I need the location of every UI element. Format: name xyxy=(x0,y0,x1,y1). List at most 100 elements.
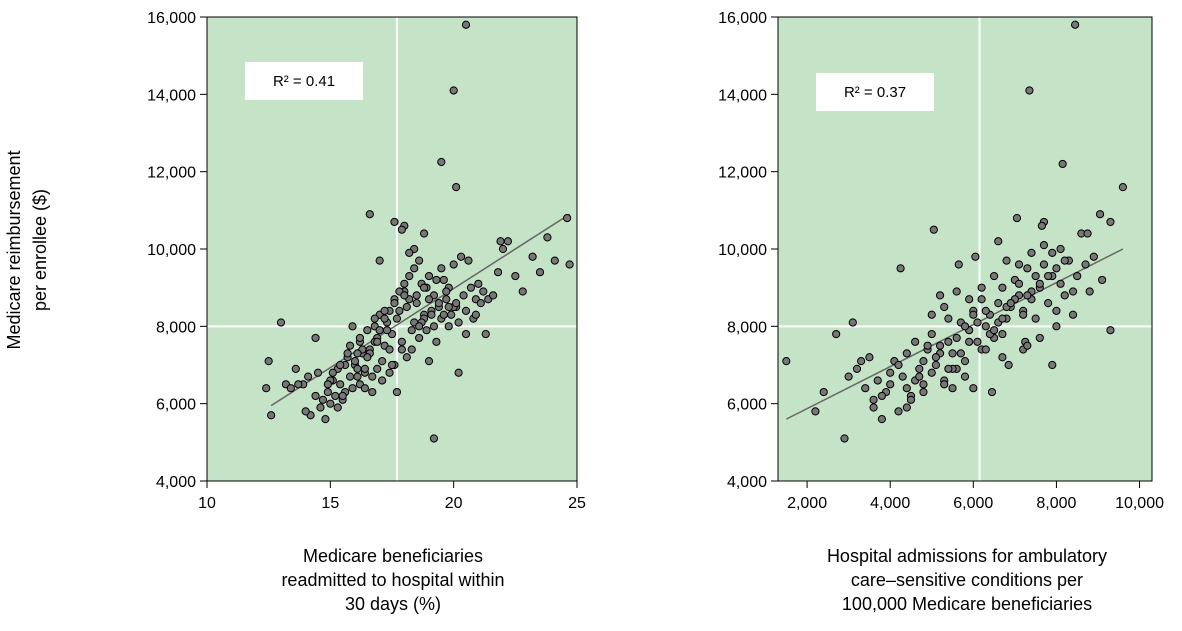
data-point xyxy=(449,86,458,95)
data-point xyxy=(998,314,1007,323)
x-tick-label: 10 xyxy=(198,495,216,512)
data-point xyxy=(262,384,271,393)
y-tick-label: 4,000 xyxy=(156,474,196,491)
data-point xyxy=(496,237,505,246)
data-point xyxy=(479,287,488,296)
y-axis-title-line-1: Medicare reimbursement xyxy=(4,150,24,349)
y-tick-label: 10,000 xyxy=(147,242,196,259)
y-tick-label: 8,000 xyxy=(727,319,767,336)
data-point xyxy=(353,349,362,358)
data-point xyxy=(1060,256,1069,265)
x-axis-title-line: 30 days (%) xyxy=(345,594,441,614)
r-squared-label: R² = 0.41 xyxy=(273,73,335,90)
data-point xyxy=(415,256,424,265)
data-point xyxy=(1060,291,1069,300)
data-point xyxy=(1058,159,1067,169)
data-point xyxy=(518,287,527,296)
data-point xyxy=(1068,287,1078,296)
data-point xyxy=(439,310,448,319)
data-point xyxy=(363,353,372,362)
data-point xyxy=(832,329,841,339)
data-point xyxy=(919,380,928,389)
data-point xyxy=(931,360,941,370)
data-point xyxy=(960,372,970,381)
data-point xyxy=(264,357,273,366)
data-point xyxy=(432,337,441,346)
data-point xyxy=(400,279,409,288)
data-point xyxy=(948,384,957,393)
data-point xyxy=(1052,322,1061,331)
data-point xyxy=(1056,244,1065,254)
data-point xyxy=(461,329,471,339)
data-point xyxy=(375,326,384,335)
data-point xyxy=(476,299,485,308)
data-point xyxy=(915,372,924,381)
y-tick-label: 12,000 xyxy=(147,165,196,182)
data-point xyxy=(360,384,369,393)
y-axis-title-line-2: per enrollee ($) xyxy=(30,189,50,311)
data-point xyxy=(956,349,965,358)
data-point xyxy=(415,333,424,343)
data-point xyxy=(437,264,446,273)
y-tick-label: 8,000 xyxy=(156,319,196,336)
data-point xyxy=(323,387,332,397)
data-point xyxy=(902,349,911,358)
data-point xyxy=(1023,264,1032,273)
r-squared-box xyxy=(816,73,934,111)
data-point xyxy=(927,329,936,339)
data-point xyxy=(493,268,503,277)
data-point xyxy=(1052,306,1061,315)
data-point xyxy=(405,248,414,257)
data-point xyxy=(965,337,974,346)
data-point xyxy=(311,391,320,401)
data-point xyxy=(935,291,945,300)
y-tick-label: 6,000 xyxy=(727,397,767,414)
data-point xyxy=(348,384,357,393)
data-point xyxy=(385,345,394,354)
data-point xyxy=(355,333,365,343)
data-point xyxy=(565,260,574,269)
data-point xyxy=(348,322,357,331)
data-point xyxy=(1056,279,1065,288)
data-point xyxy=(400,291,409,300)
data-point xyxy=(906,395,916,404)
data-point xyxy=(960,357,970,366)
data-point xyxy=(326,399,335,408)
data-point xyxy=(459,291,468,300)
data-point xyxy=(981,345,990,354)
data-point xyxy=(368,372,377,381)
data-point xyxy=(447,310,456,319)
y-tick-label: 12,000 xyxy=(718,165,767,182)
data-point xyxy=(1044,271,1053,281)
y-tick-label: 14,000 xyxy=(147,87,196,104)
data-point xyxy=(944,314,953,323)
data-point xyxy=(935,341,945,350)
data-point xyxy=(1044,299,1053,308)
data-point xyxy=(301,407,310,416)
data-point xyxy=(402,353,411,362)
data-point xyxy=(969,384,978,393)
data-point xyxy=(444,322,453,331)
data-point xyxy=(392,387,402,397)
data-point xyxy=(1014,279,1024,288)
data-point xyxy=(902,384,911,393)
data-point xyxy=(989,326,999,335)
data-point xyxy=(382,326,392,335)
r-squared-box xyxy=(245,62,363,100)
data-point xyxy=(412,291,421,300)
data-point xyxy=(840,434,849,443)
data-point xyxy=(927,310,936,319)
data-point xyxy=(1037,221,1046,230)
data-point xyxy=(452,183,461,192)
data-point xyxy=(311,333,320,343)
r-squared-label: R² = 0.37 xyxy=(844,84,906,101)
data-point xyxy=(385,368,394,377)
data-point xyxy=(370,314,379,323)
data-point xyxy=(397,337,406,346)
data-point xyxy=(378,376,387,385)
x-tick-label: 15 xyxy=(321,495,339,512)
data-point xyxy=(919,387,928,397)
data-point xyxy=(1095,210,1105,219)
data-point xyxy=(328,368,337,377)
data-point xyxy=(380,314,389,323)
